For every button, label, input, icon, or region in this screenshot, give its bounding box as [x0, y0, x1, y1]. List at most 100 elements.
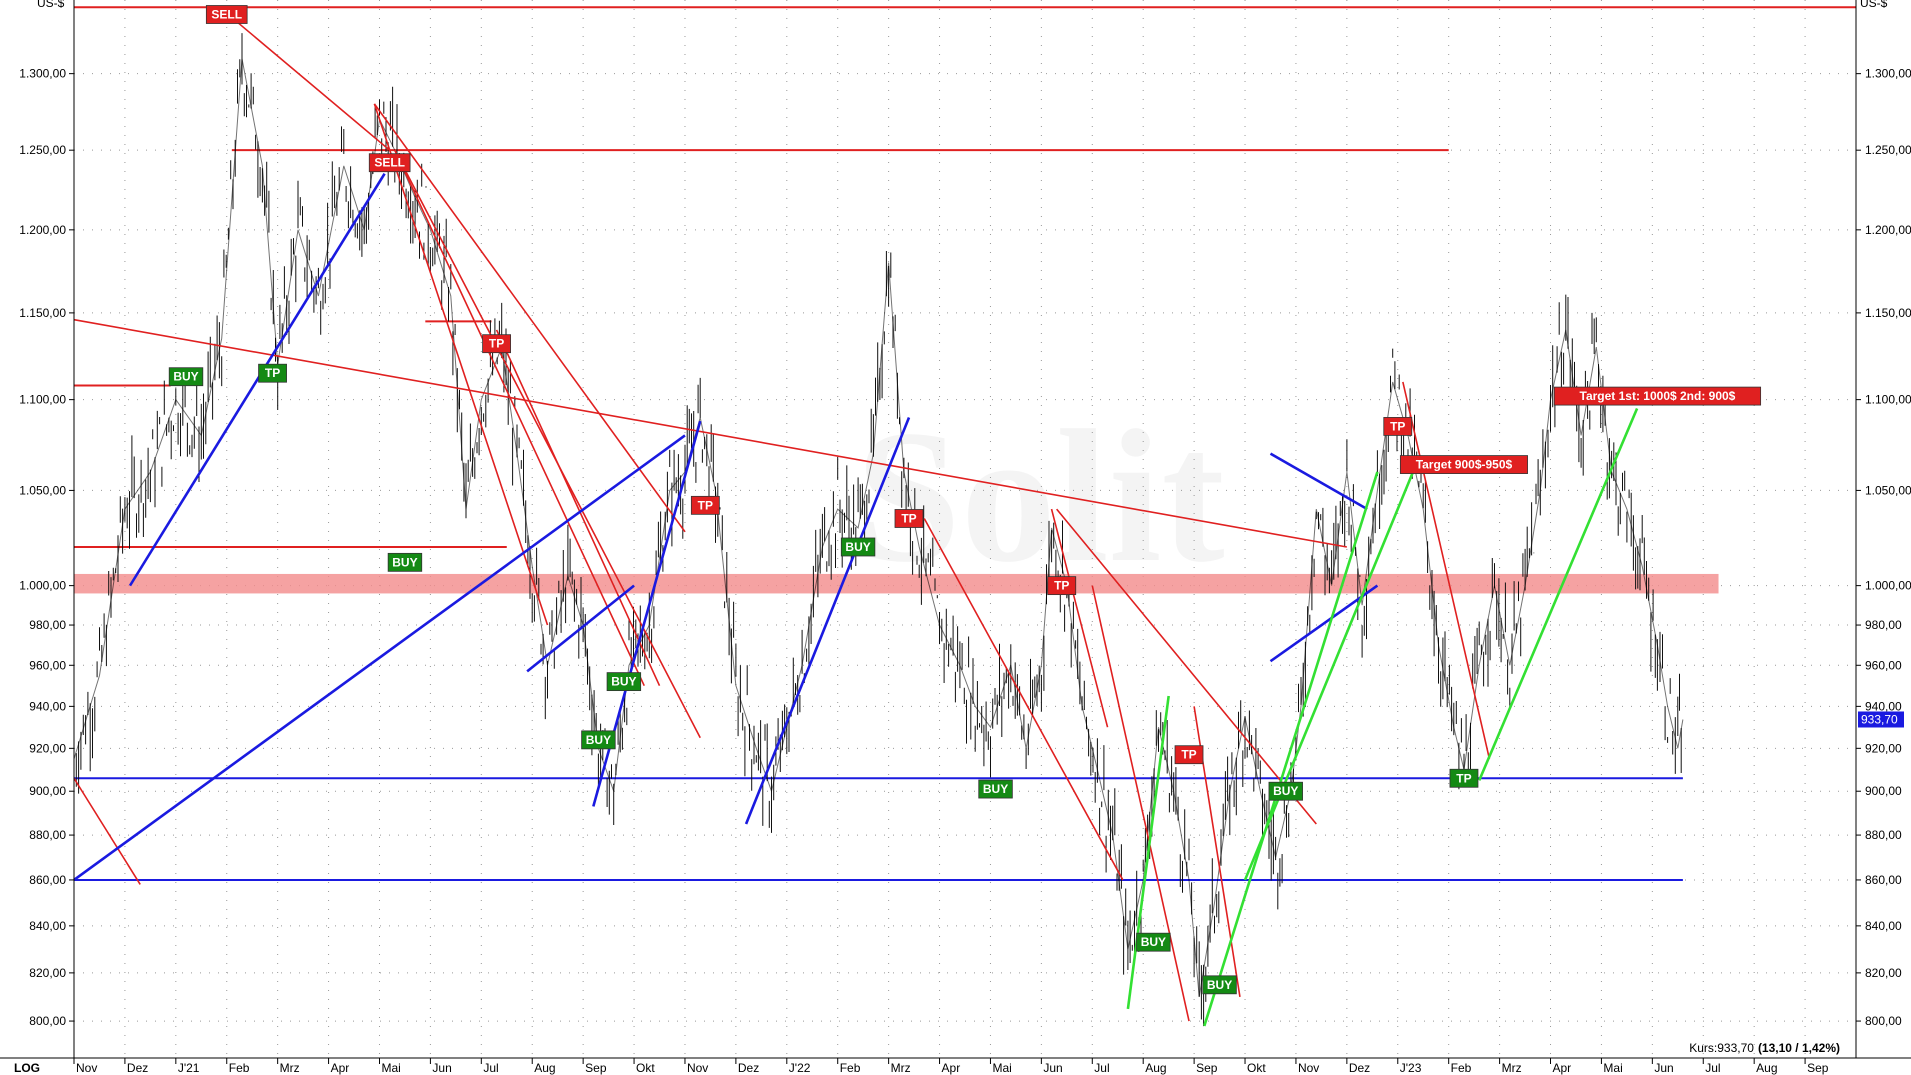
x-tick-label: J'21	[178, 1061, 200, 1075]
y-tick-label-right: 860,00	[1865, 873, 1902, 887]
y-tick-label-right: 960,00	[1865, 658, 1902, 672]
y-tick-label-left: 820,00	[29, 966, 66, 980]
annotation-tag: BUY	[606, 672, 642, 692]
y-tick-label-left: 1.200,00	[19, 223, 66, 237]
trendline	[1091, 585, 1190, 1022]
annotation-box	[205, 5, 248, 24]
x-tick-label: Sep	[585, 1061, 607, 1075]
annotation-tag: TP	[690, 495, 720, 515]
y-tick-label-right: 1.200,00	[1865, 223, 1911, 237]
trendline	[1478, 408, 1639, 781]
x-tick-label: Dez	[1349, 1061, 1370, 1075]
y-tick-label-left: 1.000,00	[19, 579, 66, 593]
scale-label: LOG	[14, 1061, 40, 1075]
annotation-box	[1383, 417, 1413, 436]
annotation-tag: SELL	[368, 153, 411, 173]
last-price-label: 933,70	[1861, 712, 1898, 726]
annotation-box	[606, 672, 642, 692]
annotation-label: BUY	[392, 555, 417, 569]
x-tick-label: Jul	[483, 1061, 498, 1075]
y-unit-right: US-$	[1860, 0, 1888, 10]
annotations: SELL SELL BUY TP TP BUY TP BUY BUY BUY TP BUY TP BUY T…	[168, 5, 1762, 995]
trendline	[1126, 695, 1170, 1010]
annotation-label: TP	[698, 498, 713, 512]
x-tick-label: J'22	[789, 1061, 811, 1075]
trendline	[394, 149, 701, 739]
y-tick-label-left: 1.300,00	[19, 67, 66, 81]
x-tick-label: J'23	[1400, 1061, 1422, 1075]
y-tick-label-right: 1.000,00	[1865, 579, 1911, 593]
y-tick-label-left: 980,00	[29, 618, 66, 632]
y-tick-label-right: 1.300,00	[1865, 67, 1911, 81]
trendline	[236, 21, 391, 151]
trendline	[394, 149, 645, 687]
y-tick-label-right: 1.250,00	[1865, 143, 1911, 157]
x-tick-label: Jun	[1654, 1061, 1673, 1075]
y-tick-label-right: 1.050,00	[1865, 483, 1911, 497]
x-tick-label: Aug	[1756, 1061, 1777, 1075]
x-tick-label: Mrz	[891, 1061, 911, 1075]
y-tick-label-right: 980,00	[1865, 618, 1902, 632]
y-axis-right: 800,00 820,00 840,00 860,00 880,00 900,00 920,…	[1856, 67, 1911, 1028]
footer-change: (13,10 / 1,42%)	[1758, 1041, 1840, 1055]
annotation-box	[690, 495, 720, 515]
x-tick-label: Feb	[840, 1061, 861, 1075]
trendline	[1402, 381, 1491, 760]
annotation-label: BUY	[1207, 978, 1232, 992]
x-tick-label: Dez	[738, 1061, 759, 1075]
x-tick-label: Aug	[534, 1061, 555, 1075]
trendline	[1243, 471, 1415, 881]
x-tick-label: Dez	[127, 1061, 148, 1075]
trendline	[526, 584, 635, 673]
x-tick-label: Okt	[1247, 1061, 1266, 1075]
annotation-box	[1047, 576, 1077, 596]
y-tick-label-right: 1.150,00	[1865, 306, 1911, 320]
x-tick-label: Aug	[1145, 1061, 1166, 1075]
annotation-tag: SELL	[205, 5, 248, 24]
trendlines	[73, 21, 1639, 1027]
annotation-box	[258, 363, 287, 383]
y-tick-label-left: 840,00	[29, 919, 66, 933]
footer-prefix: Kurs:	[1689, 1041, 1717, 1055]
y-tick-label-left: 1.150,00	[19, 306, 66, 320]
trendline	[373, 103, 686, 533]
annotation-label: BUY	[611, 675, 636, 689]
y-tick-label-left: 940,00	[29, 699, 66, 713]
annotation-tag: TP	[482, 334, 511, 354]
annotation-label: BUY	[1141, 935, 1166, 949]
annotation-box	[1202, 975, 1237, 995]
annotation-label: SELL	[374, 156, 405, 170]
trendline	[923, 518, 1124, 881]
x-tick-label: Jul	[1094, 1061, 1109, 1075]
x-tick-label: Mai	[1603, 1061, 1622, 1075]
x-tick-label: Nov	[687, 1061, 708, 1075]
annotation-box	[387, 552, 423, 572]
annotation-box	[1136, 932, 1171, 952]
watermark: Solit	[855, 392, 1225, 602]
x-tick-label: Jun	[1043, 1061, 1062, 1075]
y-axis-left: 800,00 820,00 840,00 860,00 880,00 900,00 920,…	[19, 67, 74, 1028]
x-tick-label: Apr	[331, 1061, 350, 1075]
x-tick-label: Okt	[636, 1061, 655, 1075]
y-unit-left: US-$	[37, 0, 65, 10]
x-tick-label: Mrz	[280, 1061, 300, 1075]
trendline	[373, 103, 549, 626]
x-tick-label: Jul	[1705, 1061, 1720, 1075]
annotation-label: TP	[489, 337, 504, 351]
annotation-label: TP	[1390, 419, 1405, 433]
x-tick-label: Nov	[76, 1061, 97, 1075]
trendline	[1203, 471, 1379, 1027]
y-tick-label-left: 960,00	[29, 658, 66, 672]
y-tick-label-right: 800,00	[1865, 1014, 1902, 1028]
x-tick-label: Mai	[992, 1061, 1011, 1075]
annotation-tag: BUY	[1136, 932, 1171, 952]
annotation-label: Target 1st: 1000$ 2nd: 900$	[1580, 389, 1736, 403]
y-tick-label-right: 880,00	[1865, 828, 1902, 842]
annotation-box	[1174, 745, 1204, 765]
x-tick-label: Apr	[1553, 1061, 1572, 1075]
annotation-label: BUY	[173, 370, 198, 384]
annotation-box	[1553, 386, 1762, 406]
trendline	[73, 434, 686, 881]
